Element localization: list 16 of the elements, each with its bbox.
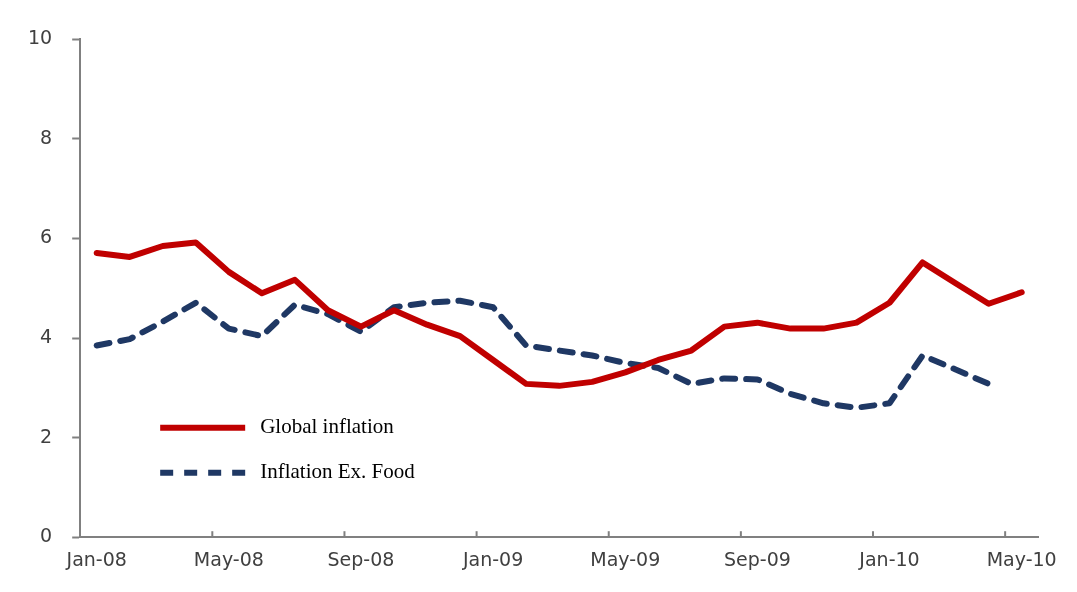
x-tick-label: Jan-08 (65, 547, 127, 570)
x-tick-label: Sep-08 (327, 547, 395, 570)
legend-label: Global inflation (260, 414, 395, 439)
y-tick-label: 4 (40, 325, 53, 348)
y-tick-label: 6 (40, 225, 53, 248)
x-tick-label: May-09 (590, 547, 661, 570)
x-tick-label: Jan-09 (461, 547, 524, 570)
y-tick-label: 2 (40, 424, 53, 447)
y-tick-label: 10 (27, 26, 53, 49)
legend-label: Inflation Ex. Food (260, 459, 416, 484)
x-tick-label: May-08 (193, 547, 264, 570)
x-tick-label: May-10 (986, 547, 1057, 570)
x-tick-label: Sep-09 (723, 547, 791, 570)
x-tick-label: Jan-10 (858, 547, 920, 570)
y-tick-label: 8 (40, 125, 53, 148)
y-tick-label: 0 (40, 524, 53, 547)
